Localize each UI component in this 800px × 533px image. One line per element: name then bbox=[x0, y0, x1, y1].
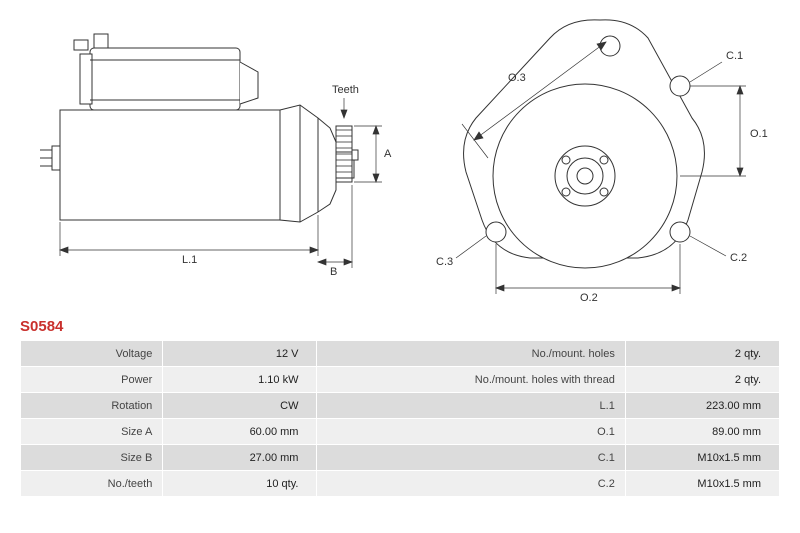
spec-value: 60.00 mm bbox=[163, 419, 317, 445]
spec-table-body: Voltage12 VNo./mount. holes2 qty.Power1.… bbox=[21, 341, 780, 497]
label-l1: L.1 bbox=[182, 254, 197, 266]
spec-label: C.1 bbox=[317, 445, 625, 471]
spec-value: 89.00 mm bbox=[625, 419, 779, 445]
spec-label: No./teeth bbox=[21, 471, 163, 497]
spec-value: 1.10 kW bbox=[163, 367, 317, 393]
spec-value: 223.00 mm bbox=[625, 393, 779, 419]
label-teeth: Teeth bbox=[332, 84, 359, 96]
spec-label: No./mount. holes bbox=[317, 341, 625, 367]
side-view-drawing bbox=[0, 0, 400, 310]
technical-drawings: Teeth A B L.1 O.3 O.1 O.2 C.1 C.2 C.3 bbox=[0, 0, 800, 310]
spec-table: Voltage12 VNo./mount. holes2 qty.Power1.… bbox=[20, 340, 780, 497]
spec-value: 2 qty. bbox=[625, 367, 779, 393]
spec-row: Power1.10 kWNo./mount. holes with thread… bbox=[21, 367, 780, 393]
spec-value: M10x1.5 mm bbox=[625, 445, 779, 471]
spec-row: Voltage12 VNo./mount. holes2 qty. bbox=[21, 341, 780, 367]
part-number: S0584 bbox=[20, 318, 63, 335]
spec-value: 2 qty. bbox=[625, 341, 779, 367]
label-a: A bbox=[384, 148, 391, 160]
spec-value: 27.00 mm bbox=[163, 445, 317, 471]
label-o2: O.2 bbox=[580, 292, 598, 304]
label-c2: C.2 bbox=[730, 252, 747, 264]
spec-label: C.2 bbox=[317, 471, 625, 497]
label-c3: C.3 bbox=[436, 256, 453, 268]
spec-label: L.1 bbox=[317, 393, 625, 419]
spec-label: Size B bbox=[21, 445, 163, 471]
spec-label: Size A bbox=[21, 419, 163, 445]
label-c1: C.1 bbox=[726, 50, 743, 62]
spec-row: Size B27.00 mmC.1M10x1.5 mm bbox=[21, 445, 780, 471]
spec-value: CW bbox=[163, 393, 317, 419]
spec-label: Voltage bbox=[21, 341, 163, 367]
spec-label: Rotation bbox=[21, 393, 163, 419]
spec-row: RotationCWL.1223.00 mm bbox=[21, 393, 780, 419]
spec-label: O.1 bbox=[317, 419, 625, 445]
label-o1: O.1 bbox=[750, 128, 768, 140]
spec-value: 12 V bbox=[163, 341, 317, 367]
spec-label: No./mount. holes with thread bbox=[317, 367, 625, 393]
spec-row: Size A60.00 mmO.189.00 mm bbox=[21, 419, 780, 445]
spec-value: 10 qty. bbox=[163, 471, 317, 497]
spec-label: Power bbox=[21, 367, 163, 393]
label-o3: O.3 bbox=[508, 72, 526, 84]
spec-row: No./teeth10 qty.C.2M10x1.5 mm bbox=[21, 471, 780, 497]
spec-value: M10x1.5 mm bbox=[625, 471, 779, 497]
label-b: B bbox=[330, 266, 337, 278]
